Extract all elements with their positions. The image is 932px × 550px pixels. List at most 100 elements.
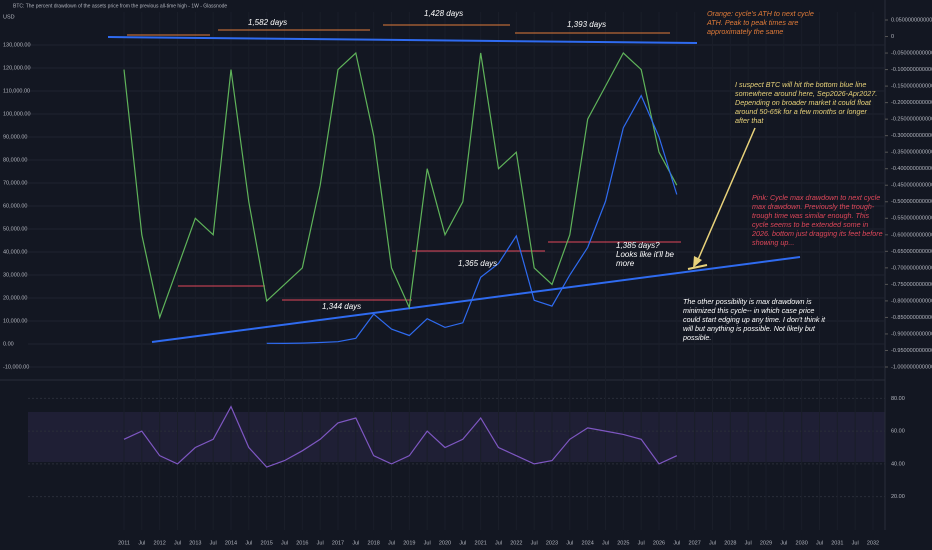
day-count-label: 1,385 days? Looks like it'll be more [616,241,674,268]
x-tick-label: Jul [495,540,502,546]
x-tick-label: Jul [709,540,716,546]
annotations-lines [107,24,801,343]
x-tick-label: Jul [638,540,645,546]
arrow-head [693,256,702,268]
x-tick-label: 2031 [831,540,843,546]
y2-tick-label: -0.200000000000000 [891,100,932,106]
x-tick-label: Jul [352,540,359,546]
x-tick-label: 2029 [760,540,772,546]
y-tick-label: 40.00 [891,461,905,467]
y2-tick-label: -0.700000000000000 [891,265,932,271]
y2-tick-label: -0.100000000000000 [891,67,932,73]
x-tick-label: Jul [138,540,145,546]
y2-tick-label: 0 [891,34,894,40]
day-count-label: 1,344 days [322,302,362,311]
header-title: BTC: The percent drawdown of the assets … [13,3,227,9]
y2-tick-label: -0.0500000000000000 [891,51,932,57]
y2-tick-label: -0.250000000000000 [891,117,932,123]
y-tick-label: 70,000.00 [3,180,27,186]
x-tick-label: Jul [245,540,252,546]
x-tick-label: 2026 [653,540,665,546]
x-tick-label: 2032 [867,540,879,546]
x-tick-label: 2027 [689,540,701,546]
x-tick-label: 2024 [582,540,594,546]
day-count-label: 1,428 days [424,9,464,18]
x-tick-label: 2019 [403,540,415,546]
x-tick-label: 2020 [439,540,451,546]
x-tick-label: 2012 [154,540,166,546]
y2-tick-label: -0.850000000000000 [891,315,932,321]
y2-tick-label: -0.900000000000000 [891,331,932,337]
x-tick-label: Jul [459,540,466,546]
y-tick-label: 80.00 [891,396,905,402]
y-tick-label: 130,000.00 [3,42,31,48]
target-mark [687,264,708,270]
x-tick-label: 2022 [510,540,522,546]
y2-tick-label: -0.450000000000000 [891,183,932,189]
annotation-note: Orange: cycle's ATH to next cycle ATH. P… [707,9,814,36]
y-tick-label: 60,000.00 [3,203,27,209]
y-tick-label: 110,000.00 [3,88,30,94]
y2-tick-label: -0.350000000000000 [891,150,932,156]
x-tick-label: Jul [673,540,680,546]
x-tick-label: 2030 [796,540,808,546]
annotation-note: I suspect BTC will hit the bottom blue l… [735,80,878,125]
x-tick-label: Jul [424,540,431,546]
x-tick-label: 2028 [724,540,736,546]
trend-line-bottom [151,256,801,343]
x-tick-label: Jul [816,540,823,546]
y2-tick-label: -0.400000000000000 [891,166,932,172]
x-tick-label: 2017 [332,540,344,546]
arrow [696,127,756,263]
x-tick-label: Jul [745,540,752,546]
y2-tick-label: -0.750000000000000 [891,282,932,288]
y2-tick-label: -0.650000000000000 [891,249,932,255]
annotation-note: Pink: Cycle max drawdown to next cycle m… [752,193,883,247]
x-tick-label: 2013 [189,540,201,546]
y-tick-label: 120,000.00 [3,65,31,71]
currency: USD [3,14,15,20]
series-line [266,94,678,345]
y-tick-label: 20.00 [891,494,905,500]
y2-tick-label: 0.0500000000000000 [891,17,932,23]
y2-tick-label: -0.950000000000000 [891,348,932,354]
y-tick-label: 10,000.00 [3,318,27,324]
y-tick-label: 60.00 [891,429,905,435]
day-count-label: 1,365 days [458,259,498,268]
x-tick-label: Jul [317,540,324,546]
y-tick-label: 40,000.00 [3,249,27,255]
x-tick-label: Jul [174,540,181,546]
annotation-note: The other possibility is max drawdown is… [683,297,826,342]
x-tick-label: Jul [210,540,217,546]
x-tick-label: 2014 [225,540,237,546]
x-tick-label: 2021 [475,540,487,546]
y2-tick-label: -0.300000000000000 [891,133,932,139]
x-tick-label: 2023 [546,540,558,546]
series-line [123,51,678,320]
day-count-label: 1,393 days [567,20,607,29]
x-tick-label: Jul [566,540,573,546]
x-tick-label: 2011 [118,540,130,546]
x-tick-label: Jul [852,540,859,546]
x-tick-label: Jul [531,540,538,546]
x-tick-label: Jul [388,540,395,546]
x-tick-label: 2018 [368,540,380,546]
y-tick-label: 100,000.00 [3,111,31,117]
y2-tick-label: -0.500000000000000 [891,199,932,205]
y-tick-label: 80,000.00 [3,157,27,163]
day-count-label: 1,582 days [248,18,288,27]
x-tick-label: Jul [602,540,609,546]
y2-tick-label: -0.150000000000000 [891,84,932,90]
x-tick-label: 2015 [261,540,273,546]
series-line [123,405,678,468]
y-tick-label: 50,000.00 [3,226,27,232]
y-tick-label: 30,000.00 [3,272,27,278]
x-tick-label: 2025 [617,540,629,546]
rsi-band [28,412,885,462]
y2-tick-label: -0.600000000000000 [891,232,932,238]
y2-tick-label: -0.800000000000000 [891,298,932,304]
y-tick-label: 0.00 [3,341,14,347]
y-tick-label: -10,000.00 [3,364,29,370]
